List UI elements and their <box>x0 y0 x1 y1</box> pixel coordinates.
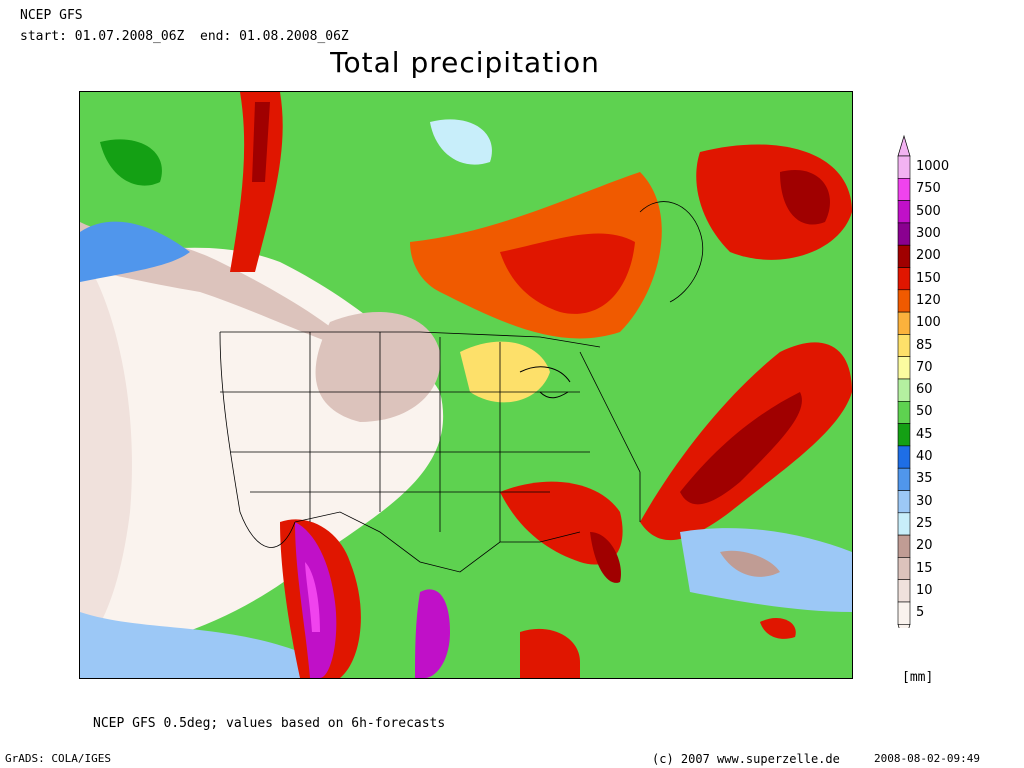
legend-swatch-45 <box>897 423 911 447</box>
legend-swatch-25 <box>897 512 911 536</box>
legend-swatch-85 <box>897 334 911 357</box>
legend-swatch-750 <box>897 177 911 201</box>
legend-label-35: 35 <box>916 471 933 487</box>
legend-label-750: 750 <box>916 181 941 197</box>
north-atlantic-heavy-area <box>696 144 852 260</box>
legend-label-85: 85 <box>916 337 933 353</box>
pacific-north-band <box>80 221 190 282</box>
legend-swatch-30 <box>897 490 911 514</box>
legend-swatch-50 <box>897 400 911 424</box>
midwest-moderate-area <box>460 341 550 403</box>
legend-label-10: 10 <box>916 582 933 598</box>
legend-label-70: 70 <box>916 359 933 375</box>
legend-swatch-100 <box>897 311 911 335</box>
legend-label-500: 500 <box>916 203 941 219</box>
legend-label-30: 30 <box>916 493 933 509</box>
canada-heavy-core <box>500 233 635 314</box>
caribbean-heavy-spot <box>760 617 796 639</box>
mexico-monsoon-peak <box>305 562 320 632</box>
legend-label-45: 45 <box>916 426 933 442</box>
legend-label-150: 150 <box>916 270 941 286</box>
legend-label-20: 20 <box>916 538 933 554</box>
pacific-dry-area <box>80 252 132 652</box>
copyright-notice: (c) 2007 www.superzelle.de <box>652 752 840 766</box>
florida-core <box>590 532 621 583</box>
atlantic-band-core <box>680 392 802 505</box>
legend-swatch-1000 <box>897 155 911 179</box>
legend-swatch-200 <box>897 244 911 268</box>
legend-swatch-5 <box>897 601 911 625</box>
legend-label-50: 50 <box>916 404 933 420</box>
legend-swatch-120 <box>897 289 911 313</box>
legend-label-40: 40 <box>916 449 933 465</box>
precipitation-map <box>79 91 853 679</box>
legend-label-200: 200 <box>916 248 941 264</box>
southwest-pacific-band <box>80 612 300 678</box>
software-credit: GrADS: COLA/IGES <box>5 752 111 765</box>
legend-swatch-70 <box>897 356 911 380</box>
legend-swatch-20 <box>897 534 911 558</box>
legend-label-60: 60 <box>916 382 933 398</box>
model-name: NCEP GFS <box>20 8 83 23</box>
unit-label: [mm] <box>902 670 934 685</box>
forecast-period: start: 01.07.2008_06Z end: 01.08.2008_06… <box>20 29 349 44</box>
legend-swatch-300 <box>897 222 911 246</box>
legend-label-5: 5 <box>916 605 925 621</box>
legend-swatch-15 <box>897 557 911 580</box>
west-coast-core <box>252 102 270 182</box>
legend-top-arrow <box>897 134 911 157</box>
legend-swatch-60 <box>897 378 911 402</box>
great-lakes-outline <box>519 366 571 399</box>
legend-swatch-35 <box>897 467 911 491</box>
sierra-madre-oriental-core <box>415 589 450 678</box>
north-atlantic-core <box>780 170 830 225</box>
legend-label-1000: 1000 <box>916 159 950 175</box>
precipitation-map-canvas <box>80 92 852 678</box>
central-america-heavy <box>520 628 580 678</box>
legend-label-15: 15 <box>916 560 933 576</box>
legend-label-25: 25 <box>916 515 933 531</box>
legend-swatch-500 <box>897 200 911 224</box>
render-timestamp: 2008-08-02-09:49 <box>874 752 980 765</box>
canada-light-patch <box>430 119 492 165</box>
legend-label-300: 300 <box>916 226 941 242</box>
legend-swatch-150 <box>897 267 911 291</box>
caribbean-trace-area <box>720 550 780 577</box>
data-note: NCEP GFS 0.5deg; values based on 6h-fore… <box>93 716 446 731</box>
color-scale-legend: 1000 750 500 300 200 150 120 100 85 70 60 50 45 40 35 3… <box>892 134 972 628</box>
legend-swatch-40 <box>897 445 911 469</box>
map-title: Total precipitation <box>330 46 600 79</box>
political-boundaries <box>219 201 704 573</box>
legend-label-120: 120 <box>916 292 941 308</box>
legend-bottom-arrow <box>897 623 911 628</box>
legend-label-100: 100 <box>916 315 941 331</box>
color-scale-bar <box>897 134 911 628</box>
pacific-green-patch <box>100 139 162 186</box>
legend-swatch-10 <box>897 579 911 603</box>
northern-plains-area <box>315 312 441 422</box>
